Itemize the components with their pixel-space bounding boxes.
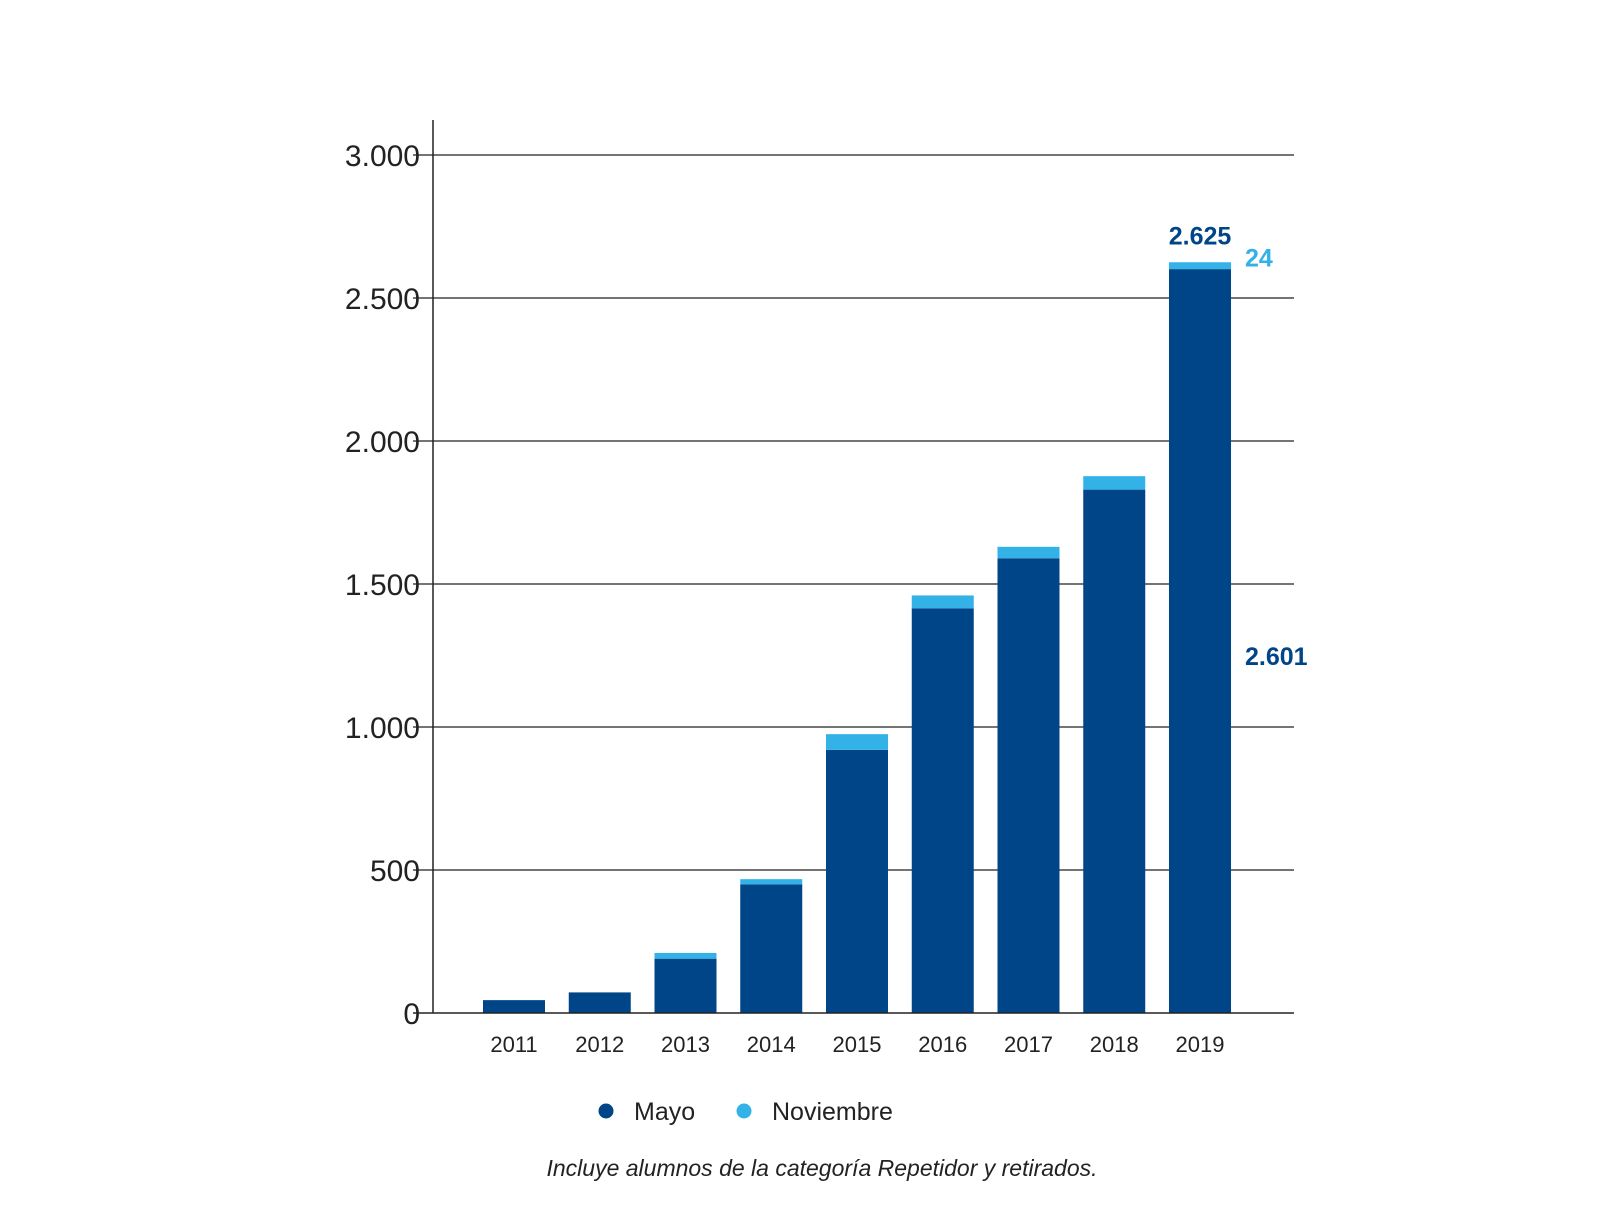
data-label-total: 2.625 <box>1169 222 1232 250</box>
x-tick-label: 2019 <box>1176 1032 1225 1057</box>
bar-mayo-2013 <box>654 958 717 1013</box>
y-tick-label: 3.000 <box>345 140 420 173</box>
y-tick-label: 2.000 <box>345 426 420 459</box>
bar-noviembre-2015 <box>826 734 888 750</box>
bar-mayo-2017 <box>997 558 1060 1013</box>
bar-mayo-2012 <box>568 992 631 1013</box>
bar-mayo-2014 <box>740 884 803 1013</box>
legend-label-noviembre: Noviembre <box>772 1098 893 1126</box>
bar-noviembre-2018 <box>1083 476 1146 490</box>
x-tick-label: 2017 <box>1004 1032 1053 1057</box>
legend: Mayo Noviembre <box>598 1098 893 1126</box>
y-tick-label: 1.000 <box>345 712 420 745</box>
data-label-noviembre: 24 <box>1245 244 1273 272</box>
axis-layer <box>413 120 1294 1014</box>
legend-marker-mayo <box>598 1103 614 1119</box>
x-tick-label: 2012 <box>575 1032 624 1057</box>
x-tick-label: 2011 <box>490 1032 537 1057</box>
bar-mayo-2011 <box>483 1000 545 1013</box>
bar-noviembre-2016 <box>911 595 974 609</box>
annotations: 2.625 24 2.601 <box>1169 222 1308 671</box>
x-tick-label: 2016 <box>918 1032 967 1057</box>
bar-noviembre-2017 <box>997 546 1060 559</box>
x-tick-labels: 2011 2012 2013 2014 2015 2016 2017 2018 2019 <box>490 1032 1224 1057</box>
x-tick-label: 2015 <box>833 1032 882 1057</box>
x-tick-label: 2013 <box>661 1032 710 1057</box>
y-tick-labels: 0 500 1.000 1.500 2.000 2.500 3.000 <box>345 140 420 1031</box>
y-tick-label: 2.500 <box>345 283 420 316</box>
footnote: Incluye alumnos de la categoría Repetido… <box>546 1155 1097 1181</box>
bar-mayo-2016 <box>911 608 974 1013</box>
data-label-mayo: 2.601 <box>1245 643 1308 671</box>
y-tick-label: 1.500 <box>345 569 420 602</box>
y-tick-label: 500 <box>370 855 420 888</box>
y-tick-label: 0 <box>403 998 420 1031</box>
bar-noviembre-2019 <box>1169 262 1231 270</box>
bar-mayo-2019 <box>1169 269 1231 1013</box>
bars-layer <box>483 262 1231 1013</box>
bar-noviembre-2014 <box>740 879 803 885</box>
x-tick-label: 2018 <box>1090 1032 1139 1057</box>
legend-marker-noviembre <box>736 1103 752 1119</box>
grid-layer <box>413 154 1294 871</box>
bar-mayo-2015 <box>826 749 888 1013</box>
bar-noviembre-2013 <box>654 952 717 959</box>
x-tick-label: 2014 <box>747 1032 796 1057</box>
legend-label-mayo: Mayo <box>634 1098 695 1126</box>
bar-mayo-2018 <box>1083 489 1146 1013</box>
